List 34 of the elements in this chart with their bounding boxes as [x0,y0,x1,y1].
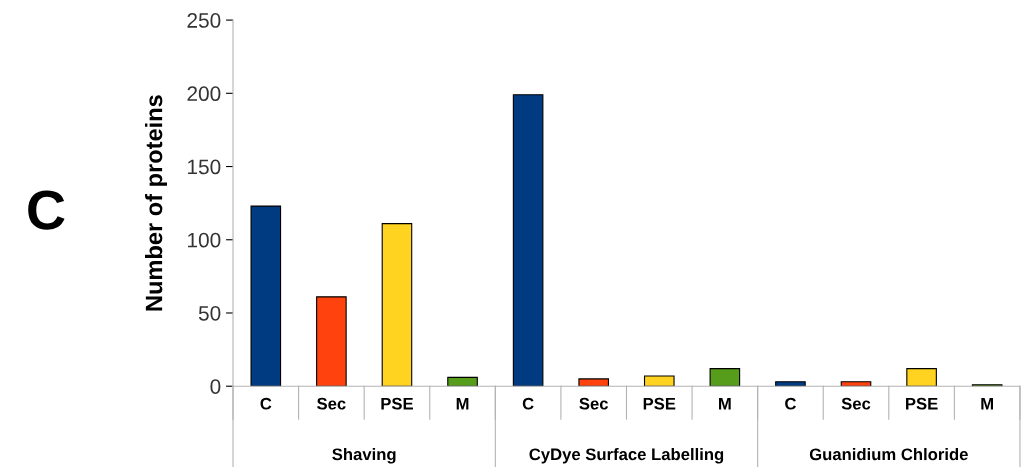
x-tick-label: M [456,397,469,410]
bar [512,94,544,387]
bar [250,205,282,387]
text: CyDye Surface Labelling [529,447,724,464]
x-tick-label: C [260,397,272,410]
text: C [28,190,65,230]
bar [578,378,610,387]
y-tick-label: 0 [210,379,221,394]
x-tick-label: Sec [317,397,346,410]
y-tick-label: 200 [187,86,221,102]
x-tick-label: Sec [579,397,609,410]
x-tick-label: C [785,397,796,410]
bar [316,296,347,387]
y-tick-label: 150 [188,159,221,175]
x-tick-label: Sec [841,397,871,410]
x-tick-label: C [522,397,534,410]
x-tick-label: PSE [381,397,413,410]
text: Shaving [332,447,396,464]
y-tick-label: 50 [198,305,221,321]
y-tick-label: 100 [188,232,221,248]
x-tick-label: PSE [643,397,676,410]
x-tick-label: PSE [906,397,938,410]
bar [906,368,937,387]
x-tick-label: M [719,397,731,410]
bar [840,381,872,387]
y-tick-label: 250 [187,13,221,28]
bar [643,375,675,387]
bar [381,223,413,387]
y-axis-title: Number of proteins [145,95,168,311]
bar [447,376,478,387]
x-tick-label: M [981,397,993,410]
text: Guanidium Chloride [809,448,968,461]
bar [775,381,806,387]
bar [709,368,741,387]
